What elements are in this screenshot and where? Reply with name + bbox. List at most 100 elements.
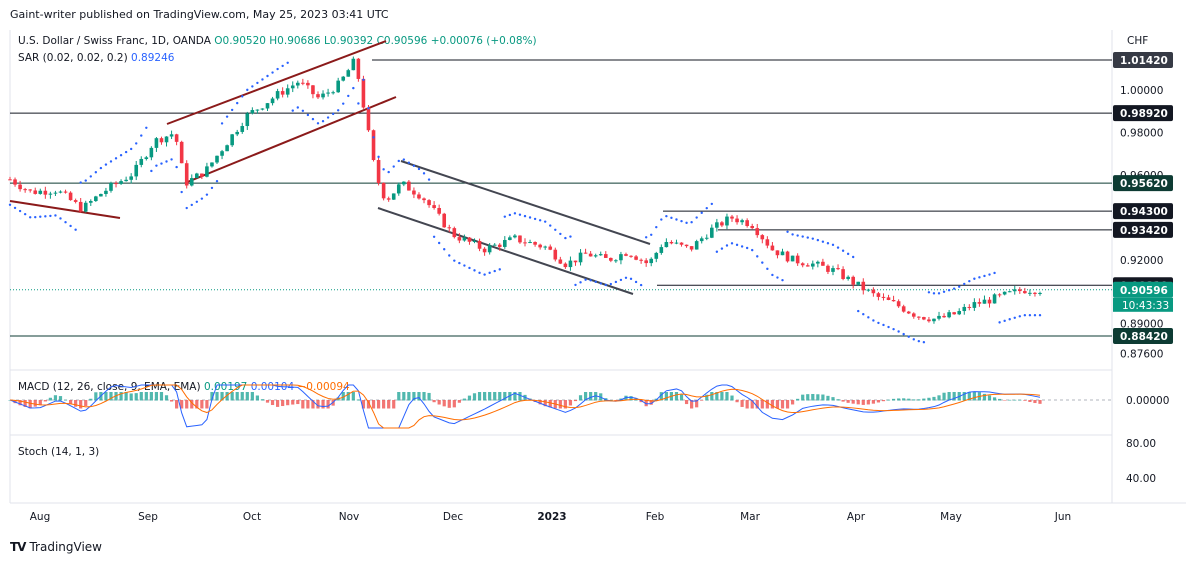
macd-histogram-bar xyxy=(296,400,300,405)
macd-histogram-bar xyxy=(548,400,552,408)
sar-dot xyxy=(892,327,895,331)
sar-dot xyxy=(336,109,340,112)
macd-histogram-bar xyxy=(750,400,754,409)
candle-body xyxy=(482,248,487,253)
time-axis[interactable]: Aug Sep Oct Nov Dec 2023 Feb Mar Apr May Jun xyxy=(30,511,1071,523)
time-tick-label: Dec xyxy=(443,511,464,523)
candle-body xyxy=(94,196,98,202)
sar-dot xyxy=(735,243,739,247)
sar-dot xyxy=(180,190,183,194)
signal-line xyxy=(9,384,1041,429)
sar-dot xyxy=(791,233,794,236)
macd-histogram-bar xyxy=(84,400,88,407)
candle-body xyxy=(518,235,522,243)
sar-dot xyxy=(195,200,199,203)
candle-body xyxy=(149,147,154,158)
macd-histogram-bar xyxy=(755,400,759,409)
candle-body xyxy=(215,155,219,163)
sar-dot xyxy=(427,178,431,181)
trend-red-left[interactable] xyxy=(9,200,121,219)
candle-body xyxy=(68,192,73,201)
channel-red-upper[interactable] xyxy=(166,40,387,125)
candle-body xyxy=(245,113,250,127)
sar-dot xyxy=(877,321,880,325)
macd-histogram-bar xyxy=(488,392,492,401)
candle-body xyxy=(987,299,992,304)
macd-histogram-bar xyxy=(644,400,648,407)
macd-histogram-bar xyxy=(775,400,780,409)
candle-body xyxy=(467,237,472,242)
sar-dot xyxy=(705,206,708,210)
stoch-label: Stoch (14, 1, 3) xyxy=(18,446,100,458)
sar-dot xyxy=(271,71,274,74)
candle-body xyxy=(866,289,871,291)
candle-body xyxy=(619,254,623,261)
candle-body xyxy=(851,276,855,285)
tradingview-brand[interactable]: TV TradingView xyxy=(10,540,102,554)
macd-histogram-bar xyxy=(720,392,724,401)
time-tick-label: May xyxy=(940,511,962,523)
candle-body xyxy=(402,181,406,185)
macd-histogram-bar xyxy=(467,395,472,401)
macd-histogram-bar xyxy=(861,400,865,405)
sar-dot xyxy=(347,94,350,98)
candle-body xyxy=(356,58,361,79)
candle-body xyxy=(391,193,396,200)
candle-body xyxy=(33,190,38,194)
macd-histogram-bar xyxy=(816,394,820,401)
sar-dot xyxy=(1018,315,1022,318)
close-value: C0.90596 xyxy=(376,35,428,47)
macd-histogram-bar xyxy=(785,400,790,409)
sar-dot xyxy=(564,236,567,240)
macd-histogram-bar xyxy=(68,400,73,404)
stoch-legend[interactable]: Stoch (14, 1, 3) xyxy=(18,446,99,458)
candle-body xyxy=(452,228,457,238)
tradingview-logo-icon: TV xyxy=(10,540,27,554)
macd-histogram-bar xyxy=(780,400,785,409)
candle-body xyxy=(962,306,967,312)
candle-body xyxy=(250,110,255,114)
macd-histogram-bar xyxy=(730,395,734,401)
sar-dot xyxy=(543,220,547,223)
macd-histogram-bar xyxy=(124,392,128,401)
channel-red-lower[interactable] xyxy=(184,96,397,184)
macd-histogram-bar xyxy=(89,398,93,401)
macd-histogram-bar xyxy=(573,400,578,402)
candle-body xyxy=(1033,292,1037,294)
candle-body xyxy=(99,193,103,197)
macd-histogram-bar xyxy=(659,392,663,401)
candle-body xyxy=(38,190,43,194)
price-axis[interactable]: 1.000000.980000.960000.920000.890000.876… xyxy=(1113,52,1173,485)
macd-histogram-bar xyxy=(998,398,1002,401)
symbol-label[interactable]: U.S. Dollar / Swiss Franc, 1D, OANDA xyxy=(18,35,211,47)
macd-histogram-bar xyxy=(695,400,699,408)
sar-dot xyxy=(306,113,310,117)
macd-histogram-bar xyxy=(376,400,381,409)
sar-dot xyxy=(594,280,597,284)
sar-dot xyxy=(599,282,602,285)
channel-gray-upper[interactable] xyxy=(400,160,651,245)
macd-histogram-bar xyxy=(1008,399,1012,401)
macd-histogram-bar xyxy=(260,399,265,401)
sar-dot xyxy=(190,203,193,207)
macd-histogram-bar xyxy=(538,400,542,405)
candle-body xyxy=(301,82,305,84)
macd-histogram-bar xyxy=(927,397,931,401)
candle-body xyxy=(447,227,452,229)
sar-dot xyxy=(261,78,264,81)
sar-dot xyxy=(1023,313,1027,317)
sar-dot xyxy=(160,162,163,165)
candle-body xyxy=(523,242,527,244)
time-tick-label: Sep xyxy=(138,511,158,523)
sar-legend[interactable]: SAR (0.02, 0.02, 0.2) 0.89246 xyxy=(18,52,174,64)
candle-body xyxy=(260,108,265,110)
sar-dot xyxy=(129,147,133,151)
candle-body xyxy=(109,183,113,191)
macd-histogram-bar xyxy=(225,392,229,401)
sar-dot xyxy=(392,165,395,168)
candle-body xyxy=(715,222,719,228)
trend-channels[interactable] xyxy=(9,40,651,295)
sar-dot xyxy=(94,171,98,174)
candle-body xyxy=(210,162,214,167)
